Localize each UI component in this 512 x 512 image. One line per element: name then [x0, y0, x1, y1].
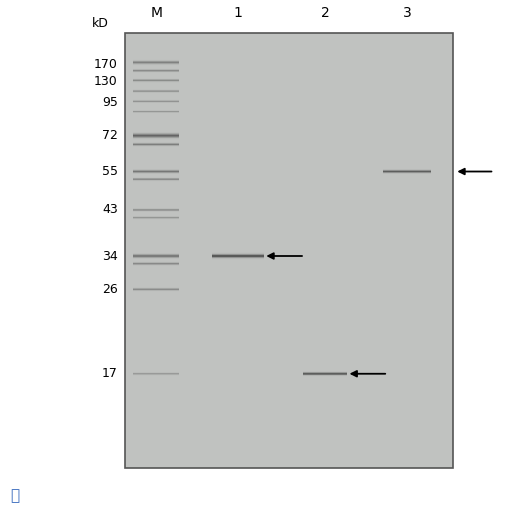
Text: 3: 3: [402, 7, 412, 20]
Text: M: M: [150, 7, 162, 20]
Text: 34: 34: [102, 249, 118, 263]
Text: Ⓐ: Ⓐ: [10, 488, 19, 503]
Text: 55: 55: [102, 165, 118, 178]
Text: 2: 2: [321, 7, 330, 20]
Text: 43: 43: [102, 203, 118, 217]
Bar: [125, 33, 453, 468]
Text: 72: 72: [102, 129, 118, 142]
Text: 170: 170: [94, 57, 118, 71]
Text: kD: kD: [92, 16, 108, 30]
Text: 17: 17: [102, 367, 118, 380]
Text: 1: 1: [233, 7, 243, 20]
Text: 95: 95: [102, 96, 118, 109]
Text: 26: 26: [102, 283, 118, 296]
Text: 130: 130: [94, 75, 118, 89]
